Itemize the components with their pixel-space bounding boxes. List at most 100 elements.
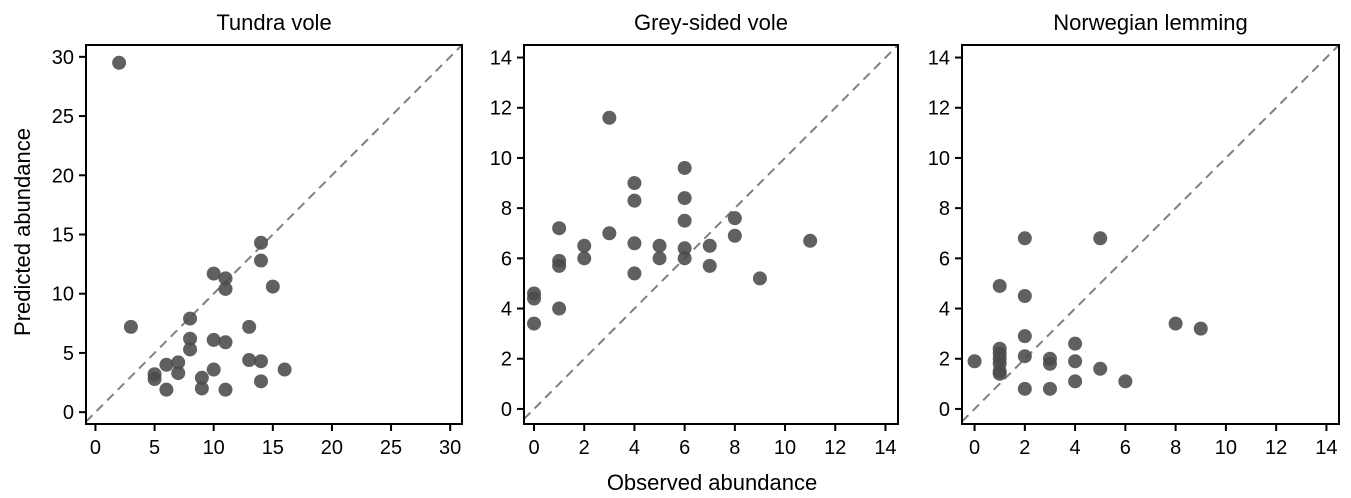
panel-3: Norwegian lemming 0 2 4 6 8 10 12 14 0 2 4 6 8 10 12 14 xyxy=(928,10,1340,459)
y-tick-label: 10 xyxy=(490,148,512,170)
x-tick-label: 10 xyxy=(203,437,225,459)
data-point xyxy=(206,332,221,347)
x-tick-label: 0 xyxy=(528,437,539,459)
reference-line xyxy=(85,44,463,423)
y-tick-label: 2 xyxy=(939,349,950,371)
y-tick-label: 5 xyxy=(63,343,74,365)
data-point xyxy=(527,316,542,331)
y-tick-label: 6 xyxy=(939,248,950,270)
data-point xyxy=(218,335,233,350)
x-tick-label: 4 xyxy=(1070,437,1081,459)
data-point xyxy=(1168,316,1183,331)
reference-line xyxy=(961,44,1340,423)
data-point xyxy=(183,311,198,326)
data-point xyxy=(253,253,268,268)
data-point xyxy=(1068,374,1083,389)
y-tick-label: 15 xyxy=(52,225,74,247)
data-point xyxy=(677,160,692,175)
data-point xyxy=(752,271,767,286)
data-point xyxy=(1068,336,1083,351)
data-point xyxy=(677,251,692,266)
data-point xyxy=(627,176,642,191)
x-tick-label: 12 xyxy=(1265,437,1287,459)
y-tick-label: 20 xyxy=(52,165,74,187)
data-point xyxy=(242,353,257,368)
plot-frame xyxy=(961,44,1340,425)
y-axis-label: Predicted abundance xyxy=(10,128,35,336)
data-point xyxy=(702,258,717,273)
data-point xyxy=(652,238,667,253)
y-tick-label: 4 xyxy=(939,299,950,321)
x-tick-label: 10 xyxy=(1215,437,1237,459)
data-point xyxy=(1193,321,1208,336)
data-point xyxy=(552,258,567,273)
y-tick-label: 12 xyxy=(490,98,512,120)
x-tick-label: 0 xyxy=(969,437,980,459)
data-point xyxy=(992,366,1007,381)
data-point xyxy=(1017,381,1032,396)
y-tick-label: 14 xyxy=(928,48,950,70)
y-tick-label: 0 xyxy=(63,402,74,424)
data-point xyxy=(253,374,268,389)
data-point xyxy=(171,355,186,370)
data-point xyxy=(652,251,667,266)
y-tick-label: 10 xyxy=(52,284,74,306)
x-tick-label: 8 xyxy=(729,437,740,459)
data-point xyxy=(183,331,198,346)
panel-2: Grey-sided vole 0 2 4 6 8 10 12 14 0 2 4 6 8 10 12 14 xyxy=(490,10,899,459)
data-point xyxy=(1093,231,1108,246)
data-point xyxy=(527,291,542,306)
x-tick-label: 0 xyxy=(90,437,101,459)
data-point xyxy=(112,55,127,70)
data-point xyxy=(677,191,692,206)
data-point xyxy=(1118,374,1133,389)
y-tick-label: 6 xyxy=(501,248,512,270)
data-point xyxy=(183,342,198,357)
data-point xyxy=(992,278,1007,293)
x-tick-label: 14 xyxy=(1315,437,1337,459)
data-point xyxy=(253,354,268,369)
y-tick-label: 25 xyxy=(52,106,74,128)
y-tick-label: 0 xyxy=(501,399,512,421)
data-point xyxy=(171,366,186,381)
data-point xyxy=(277,362,292,377)
data-point xyxy=(265,279,280,294)
data-point xyxy=(602,226,617,241)
x-tick-label: 20 xyxy=(321,437,343,459)
data-point xyxy=(577,251,592,266)
data-point xyxy=(218,271,233,286)
data-point xyxy=(206,362,221,377)
data-point xyxy=(159,357,174,372)
data-point xyxy=(1017,231,1032,246)
panel-1: Tundra vole 0 5 10 15 20 25 30 0 5 10 15 20 25 30 xyxy=(52,10,463,459)
data-point xyxy=(627,236,642,251)
y-tick-label: 2 xyxy=(501,349,512,371)
data-point xyxy=(727,211,742,226)
data-point xyxy=(602,110,617,125)
data-point xyxy=(253,235,268,250)
data-point xyxy=(159,382,174,397)
data-point xyxy=(1017,349,1032,364)
data-point xyxy=(194,370,209,385)
x-tick-label: 5 xyxy=(149,437,160,459)
data-point xyxy=(242,319,257,334)
x-tick-label: 4 xyxy=(629,437,640,459)
y-tick-label: 30 xyxy=(52,47,74,69)
data-point xyxy=(194,381,209,396)
x-tick-label: 6 xyxy=(679,437,690,459)
x-tick-label: 25 xyxy=(380,437,402,459)
data-point xyxy=(147,371,162,386)
y-tick-label: 12 xyxy=(928,98,950,120)
y-tick-label: 14 xyxy=(490,48,512,70)
data-point xyxy=(218,281,233,296)
data-point xyxy=(206,266,221,281)
data-point xyxy=(727,228,742,243)
data-point xyxy=(627,193,642,208)
data-point xyxy=(1017,288,1032,303)
y-tick-label: 8 xyxy=(939,198,950,220)
panel-title: Norwegian lemming xyxy=(1053,10,1247,35)
x-tick-label: 8 xyxy=(1170,437,1181,459)
y-tick-label: 4 xyxy=(501,299,512,321)
data-point xyxy=(967,354,982,369)
